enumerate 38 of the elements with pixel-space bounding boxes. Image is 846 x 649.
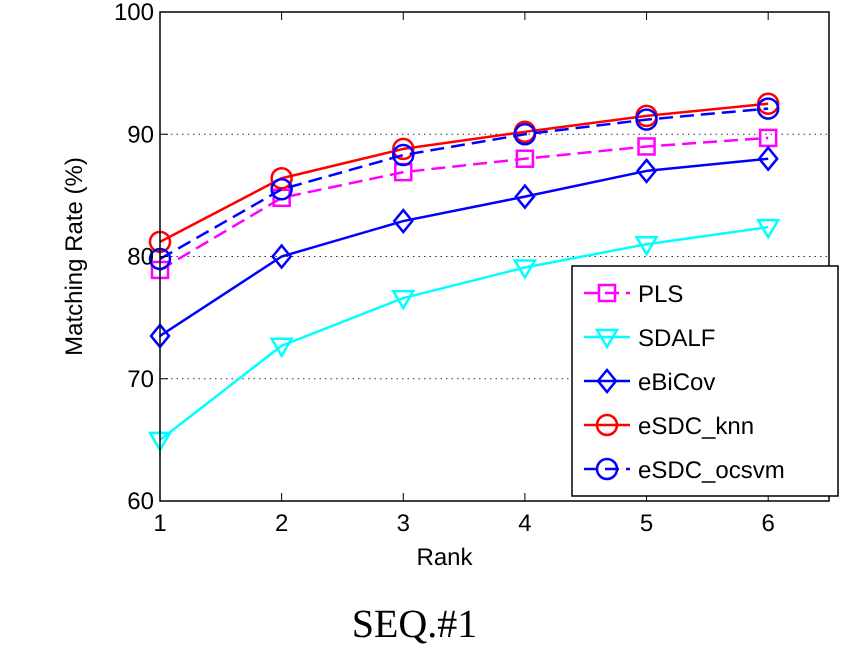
point — [148, 432, 172, 452]
x-tick-label: 5 — [640, 510, 654, 537]
legend-label: SDALF — [638, 325, 716, 352]
point — [635, 236, 658, 256]
legend-label: eBiCov — [638, 369, 716, 396]
point — [756, 97, 780, 120]
y-axis-title: Matching Rate (%) — [61, 157, 88, 356]
point — [270, 167, 293, 190]
x-tick-label: 3 — [396, 510, 410, 537]
point — [514, 259, 536, 279]
legend-label: PLS — [638, 281, 684, 308]
point — [392, 144, 415, 166]
legend-label: eSDC_ocsvm — [638, 457, 785, 484]
point — [516, 149, 534, 168]
y-tick-label: 90 — [127, 121, 154, 148]
y-tick-label: 100 — [114, 0, 154, 26]
point — [758, 146, 778, 171]
x-tick-label: 2 — [274, 510, 288, 537]
point — [270, 178, 293, 201]
point — [635, 108, 658, 131]
point — [637, 137, 656, 156]
point — [756, 218, 780, 238]
legend-label: eSDC_knn — [638, 413, 754, 440]
text: SEQ.#1 — [352, 601, 478, 646]
x-tick-label: 4 — [518, 510, 532, 537]
point — [392, 290, 415, 310]
point — [150, 324, 170, 348]
point — [758, 128, 778, 148]
point — [514, 184, 536, 209]
x-axis-title: Rank — [416, 544, 474, 571]
point — [393, 208, 414, 234]
point — [636, 158, 657, 184]
point — [270, 337, 293, 357]
x-tick-label: 1 — [153, 510, 167, 537]
point — [271, 244, 292, 269]
y-tick-label: 70 — [127, 366, 154, 393]
x-tick-label: 6 — [762, 510, 775, 537]
y-tick-label: 60 — [127, 488, 154, 515]
